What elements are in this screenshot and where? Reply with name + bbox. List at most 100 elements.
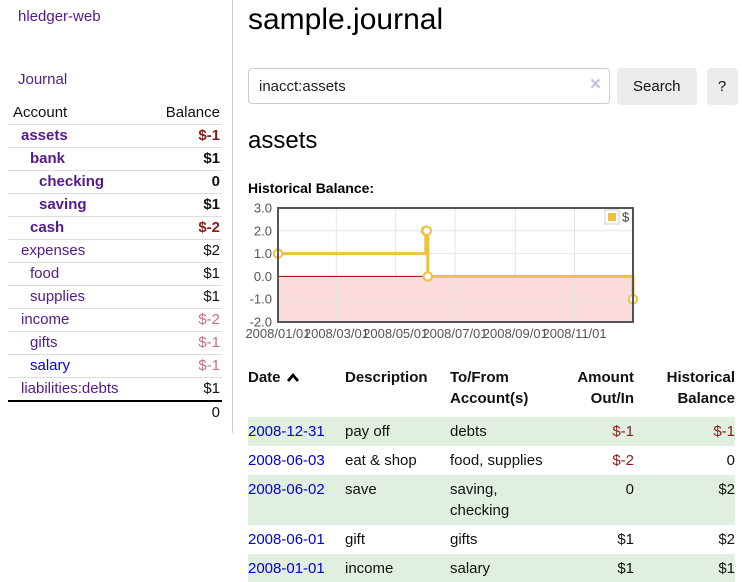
svg-text:2008/11/01: 2008/11/01 — [543, 326, 607, 341]
register-header-date[interactable]: Date — [248, 363, 345, 417]
help-button[interactable]: ? — [706, 68, 738, 105]
balance-chart: 3.0 2.0 1.0 0.0 -1.0 -2.0 2008/01/01 2008/03/01… — [245, 202, 742, 353]
account-row: gifts $-1 — [8, 331, 222, 355]
register-row: 2008-01-01 income salary $1 $1 — [248, 554, 735, 582]
account-row: checking 0 — [8, 170, 222, 194]
account-link[interactable]: expenses — [21, 242, 86, 259]
register-row: 2008-06-02 save saving, checking 0 $2 — [248, 475, 735, 525]
account-link[interactable]: bank — [30, 150, 66, 167]
app-title-link[interactable]: hledger-web — [18, 8, 101, 25]
account-balance: $-1 — [146, 354, 222, 378]
account-link[interactable]: checking — [39, 173, 105, 190]
register-row: 2008-06-03 eat & shop food, supplies $-2… — [248, 446, 735, 475]
account-row: income $-2 — [8, 308, 222, 332]
svg-text:2.0: 2.0 — [254, 223, 272, 238]
register-accounts: food, supplies — [450, 452, 543, 469]
main-content: sample.journal × Search ? assets Histori… — [245, 0, 742, 582]
account-link[interactable]: assets — [21, 127, 68, 144]
register-balance: $1 — [718, 560, 735, 577]
svg-text:-1.0: -1.0 — [250, 292, 272, 307]
svg-text:$: $ — [622, 210, 630, 225]
register-accounts: debts — [450, 423, 487, 440]
register-header-row: Date Description To/From Account(s) Amou… — [248, 363, 735, 417]
account-row: assets $-1 — [8, 124, 222, 148]
register-balance: 0 — [726, 452, 735, 469]
account-balance: $-1 — [146, 124, 222, 148]
register-date-link[interactable]: 2008-01-01 — [248, 560, 325, 577]
register-date-link[interactable]: 2008-06-02 — [248, 481, 325, 498]
accounts-total-spacer — [8, 400, 147, 424]
sidebar-item-journal[interactable]: Journal — [18, 71, 68, 88]
register-balance: $2 — [718, 481, 735, 498]
register-date-link[interactable]: 2008-06-01 — [248, 531, 325, 548]
accounts-total-row: 0 — [8, 400, 222, 424]
register-header-date-label: Date — [248, 369, 281, 386]
register-header-accounts: To/From Account(s) — [450, 369, 529, 407]
svg-text:2008/01/01: 2008/01/01 — [245, 326, 310, 341]
svg-text:2008/07/01: 2008/07/01 — [422, 326, 487, 341]
account-row: expenses $2 — [8, 239, 222, 263]
account-link[interactable]: supplies — [30, 288, 86, 305]
svg-text:3.0: 3.0 — [254, 202, 272, 216]
account-row: saving $1 — [8, 193, 222, 217]
account-link[interactable]: cash — [30, 219, 65, 236]
account-link[interactable]: food — [30, 265, 60, 282]
svg-text:-2.0: -2.0 — [250, 315, 272, 330]
register-amount: $1 — [617, 560, 634, 577]
sidebar-divider — [232, 0, 233, 433]
accounts-header-account: Account — [8, 102, 147, 125]
register-accounts: saving, checking — [450, 481, 510, 519]
account-row: bank $1 — [8, 147, 222, 171]
svg-text:2008/03/01: 2008/03/01 — [304, 326, 369, 341]
account-link[interactable]: income — [21, 311, 70, 328]
register-date-link[interactable]: 2008-12-31 — [248, 423, 325, 440]
account-link[interactable]: saving — [39, 196, 87, 213]
account-balance: $2 — [146, 239, 222, 263]
account-link[interactable]: liabilities:debts — [21, 380, 119, 397]
svg-text:0.0: 0.0 — [254, 269, 272, 284]
register-header-balance: Historical Balance — [666, 369, 735, 407]
register-accounts: salary — [450, 560, 491, 577]
account-row: food $1 — [8, 262, 222, 286]
chart-label: Historical Balance: — [248, 180, 375, 196]
register-description: pay off — [345, 423, 390, 440]
account-link[interactable]: gifts — [30, 334, 58, 351]
register-amount: 0 — [625, 481, 634, 498]
register-description: save — [345, 481, 377, 498]
account-balance: 0 — [146, 170, 222, 194]
register-description: income — [345, 560, 394, 577]
account-row: liabilities:debts $1 — [8, 377, 222, 402]
search-button[interactable]: Search — [617, 68, 697, 105]
account-balance: $1 — [146, 193, 222, 217]
register-accounts: gifts — [450, 531, 478, 548]
register-row: 2008-06-01 gift gifts $1 $2 — [248, 525, 735, 554]
accounts-header-row: Account Balance — [8, 102, 222, 125]
account-balance: $-2 — [146, 308, 222, 332]
account-heading: assets — [248, 127, 318, 154]
register-header-description: Description — [345, 369, 428, 386]
search-form: × Search ? — [248, 68, 742, 105]
account-link[interactable]: salary — [30, 357, 71, 374]
register-amount: $-2 — [612, 452, 634, 469]
register-amount: $-1 — [612, 423, 634, 440]
search-input-wrap: × — [248, 68, 610, 104]
page-title: sample.journal — [248, 3, 444, 36]
register-description: eat & shop — [345, 452, 417, 469]
sort-ascending-icon — [286, 368, 300, 389]
accounts-table: Account Balance assets $-1 bank $1 check… — [8, 102, 222, 424]
account-balance: $-1 — [146, 331, 222, 355]
register-date-link[interactable]: 2008-06-03 — [248, 452, 325, 469]
register-header-amount: Amount Out/In — [577, 369, 634, 407]
register-balance: $-1 — [713, 423, 735, 440]
svg-text:2008/05/01: 2008/05/01 — [363, 326, 428, 341]
register-description: gift — [345, 531, 366, 548]
search-input[interactable] — [248, 68, 610, 104]
accounts-header-balance: Balance — [146, 102, 222, 125]
account-balance: $1 — [146, 285, 222, 309]
clear-search-icon[interactable]: × — [589, 74, 601, 95]
account-balance: $1 — [146, 262, 222, 286]
account-row: salary $-1 — [8, 354, 222, 378]
account-balance: $1 — [146, 377, 222, 402]
account-balance: $1 — [146, 147, 222, 171]
